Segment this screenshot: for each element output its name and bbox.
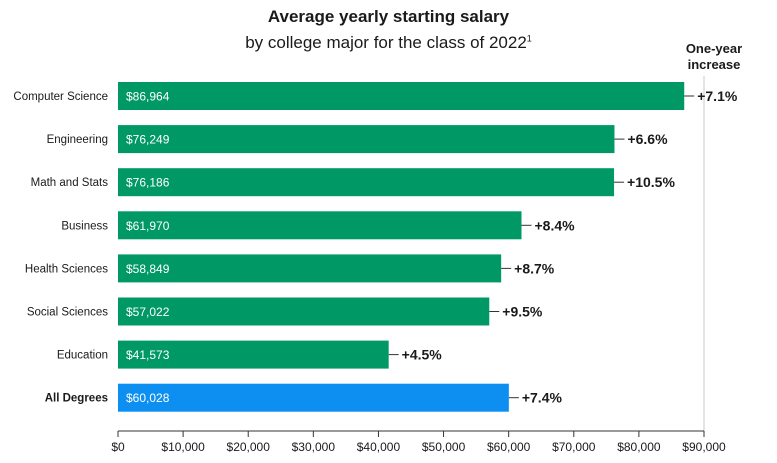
x-tick-label: $10,000 bbox=[161, 440, 205, 454]
x-tick-label: $60,000 bbox=[487, 440, 531, 454]
bar bbox=[118, 168, 615, 197]
bar-value-label: $86,964 bbox=[126, 90, 170, 104]
bar bbox=[118, 82, 685, 110]
category-label: Computer Science bbox=[13, 91, 108, 103]
category-label: Social Sciences bbox=[27, 307, 108, 319]
category-label: Math and Stats bbox=[31, 177, 109, 189]
bar-value-label: $76,186 bbox=[126, 176, 170, 190]
bar-value-label: $57,022 bbox=[126, 305, 170, 319]
x-tick-label: $70,000 bbox=[552, 440, 596, 454]
increase-label: +8.4% bbox=[534, 217, 575, 233]
increase-header-line1: One-year bbox=[685, 41, 743, 56]
x-tick-label: $50,000 bbox=[422, 440, 466, 454]
increase-header-line2: increase bbox=[687, 57, 741, 72]
x-tick-label: $20,000 bbox=[227, 440, 271, 454]
category-label: All Degrees bbox=[45, 393, 108, 405]
bar-value-label: $76,249 bbox=[126, 133, 170, 147]
increase-label: +7.1% bbox=[697, 88, 738, 104]
increase-label: +4.5% bbox=[402, 347, 443, 363]
increase-label: +7.4% bbox=[522, 390, 563, 406]
x-tick-label: $90,000 bbox=[682, 440, 726, 454]
bar-value-label: $58,849 bbox=[126, 262, 170, 276]
category-label: Engineering bbox=[47, 134, 108, 146]
x-tick-label: $40,000 bbox=[357, 440, 401, 454]
bar bbox=[118, 297, 490, 326]
chart-subtitle: by college major for the class of 20221 bbox=[0, 33, 777, 53]
chart-subtitle-text: by college major for the class of 2022 bbox=[245, 33, 527, 52]
increase-label: +8.7% bbox=[514, 260, 555, 276]
bar bbox=[118, 254, 502, 283]
x-tick-label: $30,000 bbox=[292, 440, 336, 454]
increase-label: +9.5% bbox=[502, 304, 543, 320]
bar-all-degrees bbox=[118, 383, 509, 412]
category-label: Education bbox=[57, 350, 108, 362]
bar-value-label: $60,028 bbox=[126, 391, 170, 405]
bar bbox=[118, 340, 389, 369]
bar-value-label: $41,573 bbox=[126, 348, 170, 362]
increase-label: +6.6% bbox=[627, 131, 668, 147]
bar bbox=[118, 125, 615, 154]
subtitle-footnote: 1 bbox=[526, 33, 532, 44]
category-label: Health Sciences bbox=[25, 263, 108, 275]
x-tick-label: $80,000 bbox=[617, 440, 661, 454]
chart-title: Average yearly starting salary bbox=[267, 7, 510, 26]
increase-label: +10.5% bbox=[627, 174, 675, 190]
bar bbox=[118, 211, 522, 240]
category-label: Business bbox=[61, 220, 108, 232]
bar-value-label: $61,970 bbox=[126, 219, 170, 233]
increase-column-header: One-year increase bbox=[668, 41, 760, 73]
x-tick-label: $0 bbox=[111, 440, 125, 454]
